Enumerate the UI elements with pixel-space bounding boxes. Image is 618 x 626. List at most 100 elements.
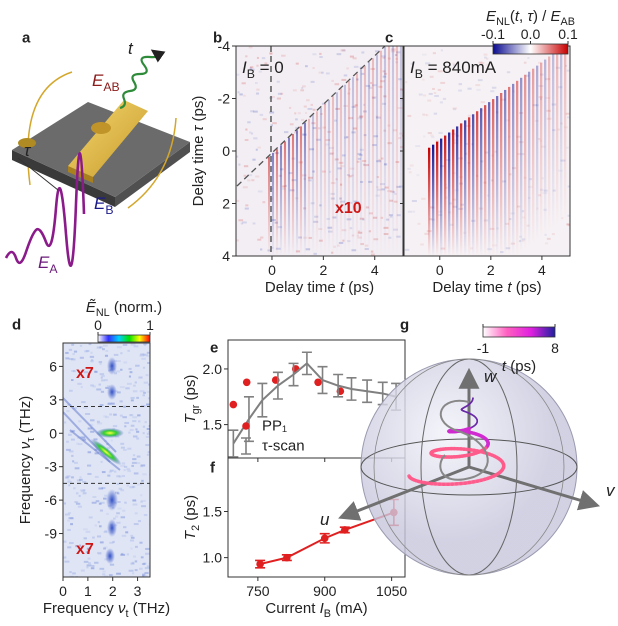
x-axis-label: Delay time t (ps) [432, 279, 541, 296]
heatmap-texture [247, 121, 251, 124]
colorbar [97, 334, 151, 343]
heatmap-texture [242, 221, 247, 224]
heatmap-texture [69, 429, 121, 471]
heatmap-texture [480, 101, 486, 104]
heatmap-texture [291, 179, 297, 182]
heatmap-texture [356, 160, 360, 163]
heatmap-texture [250, 110, 255, 113]
heatmap-texture [346, 136, 349, 139]
heatmap-texture [321, 170, 326, 173]
heatmap-texture [485, 63, 490, 66]
heatmap-texture [92, 536, 95, 539]
heatmap-texture [329, 152, 335, 155]
heatmap-texture [96, 388, 102, 391]
heatmap-texture [132, 499, 136, 502]
heatmap-texture [439, 101, 443, 104]
heatmap-texture [136, 462, 141, 465]
heatmap-texture [483, 53, 488, 56]
heatmap-texture [321, 102, 326, 105]
heatmap-texture [472, 114, 475, 256]
heatmap-texture [512, 83, 515, 256]
heatmap-texture [73, 487, 76, 490]
heatmap-texture [119, 414, 123, 417]
heatmap-texture [243, 165, 249, 168]
heatmap-texture [143, 343, 148, 346]
heatmap-texture [478, 61, 483, 64]
heatmap-texture [146, 351, 150, 354]
data-point [314, 378, 322, 387]
heatmap-texture [284, 131, 289, 134]
heatmap-texture [380, 80, 385, 83]
heatmap-texture [140, 353, 145, 356]
heatmap-texture [270, 96, 275, 99]
heatmap-texture [100, 460, 103, 463]
label-part: t [515, 8, 520, 25]
heatmap-texture [388, 46, 390, 256]
heatmap-texture [102, 570, 106, 573]
heatmap-texture [516, 135, 521, 138]
heatmap-texture [106, 489, 118, 511]
heatmap-texture [428, 147, 431, 256]
heatmap [63, 343, 150, 577]
heatmap-texture [67, 433, 72, 436]
heatmap-texture [396, 51, 401, 54]
heatmap-texture [148, 430, 150, 433]
heatmap-texture [325, 143, 330, 146]
heatmap-texture [529, 178, 532, 181]
y-tick-label: -3 [45, 459, 58, 475]
heatmap-texture [422, 113, 425, 116]
heatmap-texture [353, 200, 358, 203]
heatmap-texture [114, 372, 118, 375]
heatmap-texture [334, 119, 337, 122]
heatmap-texture [105, 548, 115, 564]
heatmap-texture [444, 196, 448, 199]
heatmap-texture [107, 474, 111, 477]
diagram-label: EA [38, 253, 58, 277]
heatmap-texture [115, 370, 121, 373]
heatmap-texture [94, 524, 97, 527]
heatmap-texture [319, 56, 323, 59]
heatmap-texture [431, 136, 435, 139]
heatmap-texture [124, 465, 128, 468]
heatmap-texture [127, 470, 132, 473]
heatmap-texture [362, 163, 366, 166]
heatmap-texture [424, 232, 429, 235]
heatmap-texture [313, 220, 319, 223]
heatmap-texture [348, 175, 352, 178]
heatmap-texture [120, 489, 125, 492]
label-part: (ps) [190, 96, 207, 126]
diagram-label: τ [24, 141, 32, 160]
heatmap-texture [332, 96, 334, 256]
heatmap-texture [89, 423, 94, 426]
heatmap-texture [375, 116, 381, 119]
heatmap-texture [303, 105, 307, 108]
heatmap-texture [334, 83, 340, 86]
heatmap-texture [329, 152, 333, 155]
colorbar-tick-label: 8 [551, 340, 559, 356]
heatmap-texture [142, 574, 145, 577]
y-tick-label: -4 [218, 38, 231, 54]
heatmap-texture [101, 471, 106, 474]
heatmap-texture [240, 222, 244, 225]
colorbar-tick-label: 0.0 [521, 26, 541, 42]
heatmap-texture [103, 497, 107, 500]
heatmap-texture [82, 492, 87, 495]
heatmap-texture [142, 573, 146, 576]
heatmap-texture [566, 116, 570, 119]
heatmap-texture [433, 112, 438, 115]
annotation: x7 [76, 541, 94, 558]
heatmap-texture [269, 52, 273, 55]
heatmap-texture [120, 352, 123, 355]
y-axis-label: Tgr (ps) [182, 375, 203, 424]
heatmap-texture [484, 105, 487, 256]
heatmap-texture [390, 215, 393, 218]
heatmap-texture [97, 521, 100, 524]
heatmap-texture [494, 150, 497, 153]
heatmap-texture [500, 93, 503, 256]
heatmap-texture [352, 57, 357, 60]
heatmap-texture [72, 460, 75, 463]
panel-letter: b [213, 30, 222, 47]
heatmap-texture [470, 247, 474, 250]
heatmap-texture [68, 348, 73, 351]
heatmap-texture [429, 75, 434, 78]
